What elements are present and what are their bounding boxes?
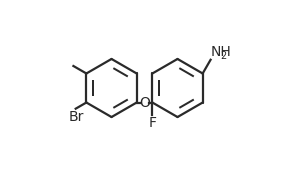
Text: Br: Br xyxy=(68,109,84,124)
Text: F: F xyxy=(148,116,156,130)
Text: NH: NH xyxy=(211,45,231,59)
Text: 2: 2 xyxy=(220,51,226,61)
Text: O: O xyxy=(139,96,150,109)
